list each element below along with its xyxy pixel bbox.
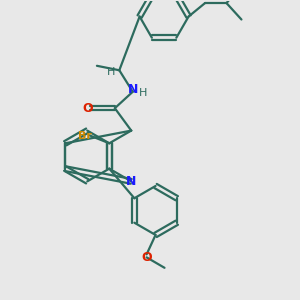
Text: N: N bbox=[126, 175, 136, 188]
Text: N: N bbox=[128, 83, 139, 96]
Text: Br: Br bbox=[78, 130, 92, 140]
Text: O: O bbox=[141, 251, 152, 264]
Text: H: H bbox=[139, 88, 147, 98]
Text: H: H bbox=[107, 67, 115, 77]
Text: O: O bbox=[82, 102, 93, 115]
